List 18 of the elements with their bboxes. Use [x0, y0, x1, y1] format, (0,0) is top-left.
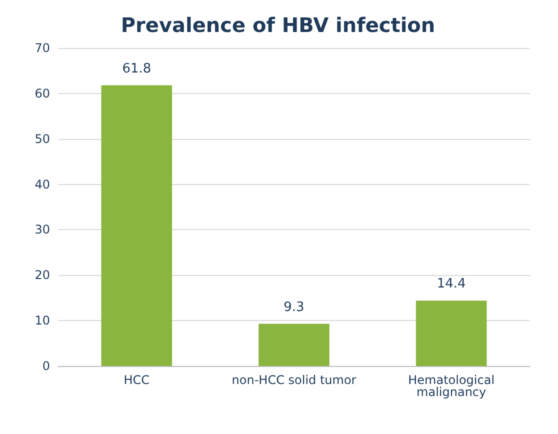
x-tick-label: HCC: [124, 373, 150, 387]
bar: [416, 300, 487, 366]
x-tick-label: non-HCC solid tumor: [232, 373, 356, 387]
data-label: 9.3: [284, 300, 304, 315]
data-label: 14.4: [436, 276, 466, 292]
y-tick-label: 40: [34, 177, 50, 192]
bar: [258, 324, 330, 366]
y-tick-label: 70: [34, 41, 50, 55]
y-tick-label: 60: [34, 86, 50, 100]
bar: [101, 85, 172, 366]
data-label: 61.8: [122, 61, 152, 76]
y-tick-label: 20: [34, 268, 50, 282]
y-tick-label: 10: [34, 314, 50, 328]
chart-title: Prevalence of HBV infection: [120, 13, 436, 37]
y-tick-label: 0: [42, 359, 50, 373]
x-tick-label: Hematological malignancy: [408, 373, 495, 399]
y-tick-label: 30: [34, 222, 50, 237]
y-tick-label: 50: [34, 132, 50, 146]
